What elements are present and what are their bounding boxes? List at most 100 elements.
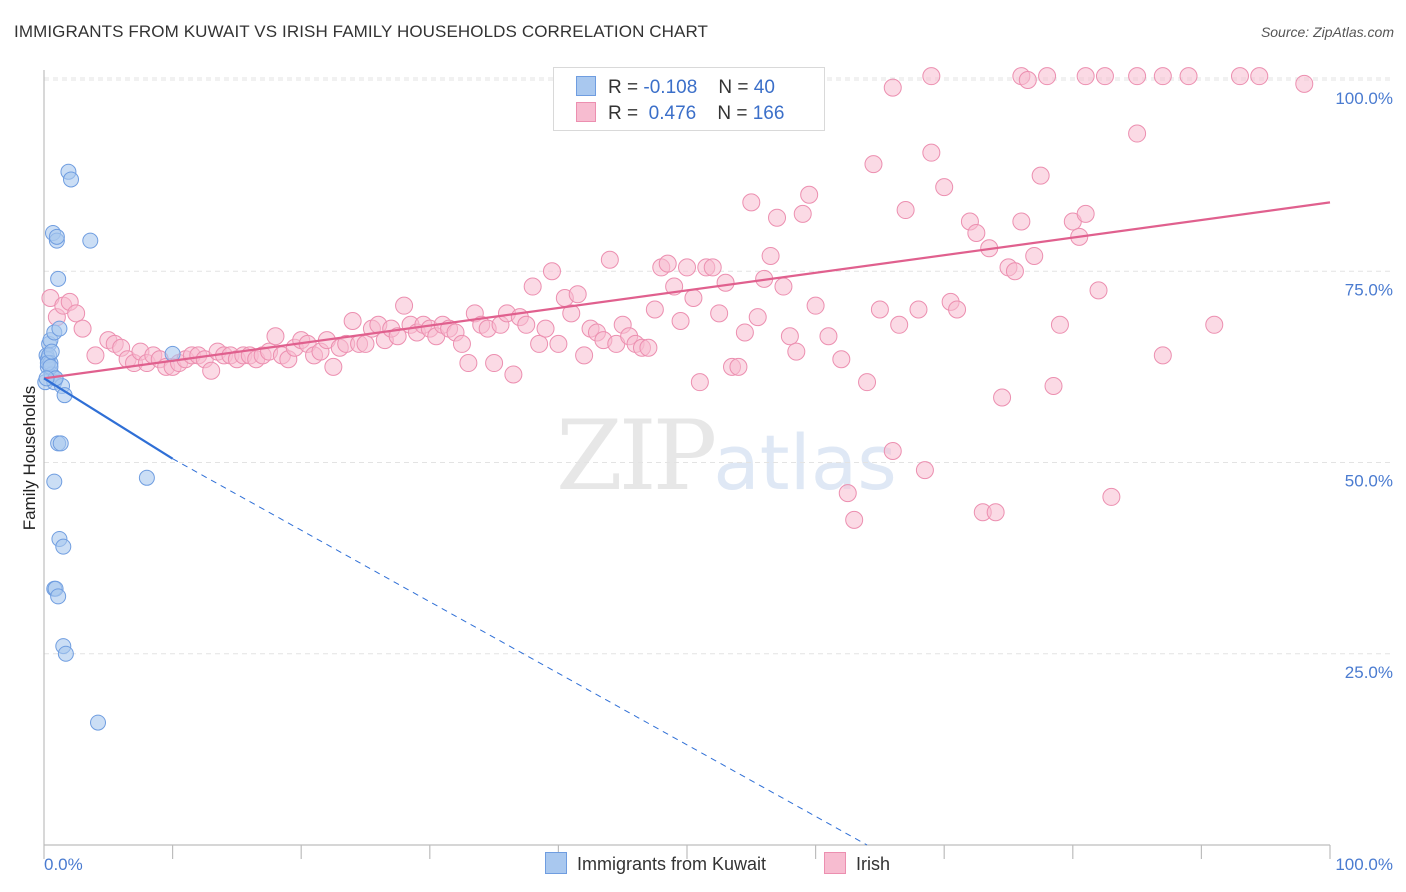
- irish-point: [575, 346, 594, 365]
- axes: [43, 70, 1331, 859]
- kuwait-point: [82, 232, 99, 249]
- irish-point: [639, 338, 658, 357]
- irish-point: [883, 442, 902, 461]
- irish-swatch: [576, 102, 596, 122]
- irish-point: [202, 361, 221, 380]
- irish-point: [716, 273, 735, 292]
- irish-point: [690, 373, 709, 392]
- legend-r-value-kuwait: -0.108: [643, 77, 698, 98]
- irish-point: [645, 300, 664, 319]
- irish-point: [922, 143, 941, 162]
- kuwait-point: [48, 228, 65, 245]
- kuwait-trend-line: [43, 377, 174, 460]
- irish-point: [395, 296, 414, 315]
- irish-point: [1018, 71, 1037, 89]
- irish-point: [266, 327, 285, 346]
- irish-point: [870, 300, 889, 319]
- irish-point: [356, 334, 375, 353]
- irish-point: [1205, 315, 1224, 334]
- irish-point: [1230, 67, 1249, 86]
- irish-point: [452, 334, 471, 353]
- irish-point: [883, 78, 902, 97]
- irish-point: [768, 208, 787, 227]
- irish-point: [343, 311, 362, 330]
- irish-point: [568, 285, 587, 304]
- legend-label-kuwait: Immigrants from Kuwait: [577, 854, 767, 874]
- kuwait-swatch: [545, 852, 567, 874]
- irish-point: [1095, 67, 1114, 86]
- x-tick-label: 100.0%: [1335, 855, 1393, 874]
- irish-point: [819, 327, 838, 346]
- kuwait-point: [90, 714, 107, 731]
- irish-trend-line: [43, 201, 1331, 380]
- irish-point: [324, 357, 343, 376]
- irish-point: [748, 308, 767, 327]
- irish-point: [658, 254, 677, 273]
- irish-point: [935, 178, 954, 197]
- irish-point: [735, 323, 754, 342]
- kuwait-point: [52, 435, 69, 452]
- irish-point: [787, 342, 806, 361]
- irish-point: [542, 262, 561, 281]
- irish-point: [485, 354, 504, 373]
- legend-item-kuwait[interactable]: Immigrants from Kuwait: [545, 852, 766, 875]
- irish-point: [800, 185, 819, 204]
- kuwait-point: [63, 171, 80, 188]
- irish-point: [536, 319, 555, 338]
- irish-point: [890, 315, 909, 334]
- irish-point: [793, 204, 812, 223]
- legend-row-kuwait: R = -0.108 N = 40: [576, 76, 775, 100]
- y-tick-label: 50.0%: [1345, 472, 1393, 491]
- irish-point: [986, 503, 1005, 522]
- kuwait-series: [37, 163, 181, 731]
- irish-point: [1005, 262, 1024, 281]
- axis-labels: 25.0% 50.0% 75.0% 100.0% 0.0% 100.0% Family Ho…: [20, 89, 1393, 874]
- irish-point: [1250, 67, 1269, 86]
- irish-point: [1128, 124, 1147, 143]
- irish-point: [774, 277, 793, 296]
- irish-point: [780, 327, 799, 346]
- irish-point: [1128, 67, 1147, 86]
- source-attribution: Source: ZipAtlas.com: [1260, 24, 1394, 40]
- legend-item-irish[interactable]: Irish: [824, 852, 890, 875]
- y-tick-label: 25.0%: [1345, 663, 1393, 682]
- irish-point: [678, 258, 696, 277]
- irish-point: [1025, 246, 1044, 265]
- x-tick-label: 0.0%: [44, 855, 83, 874]
- irish-point: [530, 334, 549, 353]
- irish-point: [1050, 315, 1069, 334]
- irish-point: [562, 304, 581, 323]
- legend-n-value-irish: 166: [752, 103, 785, 124]
- irish-point: [388, 327, 407, 346]
- irish-point: [1102, 487, 1121, 506]
- legend-n-label: N =: [717, 103, 748, 124]
- legend-r-label: R =: [608, 103, 639, 124]
- kuwait-point: [46, 473, 63, 490]
- legend-n-label: N =: [718, 77, 749, 98]
- series-legend: Immigrants from Kuwait Irish: [0, 852, 1406, 878]
- irish-point: [1044, 377, 1063, 395]
- irish-point: [684, 289, 703, 308]
- irish-swatch: [824, 852, 846, 874]
- irish-point: [549, 334, 568, 353]
- irish-point: [948, 300, 967, 319]
- irish-point: [845, 510, 864, 529]
- kuwait-point: [50, 270, 67, 287]
- y-axis-label: Family Households: [20, 386, 39, 531]
- legend-r-label: R =: [608, 77, 639, 98]
- kuwait-point: [57, 645, 74, 662]
- irish-point: [858, 373, 877, 392]
- kuwait-point: [50, 588, 67, 605]
- irish-point: [993, 388, 1012, 407]
- irish-point: [915, 461, 934, 480]
- irish-point: [73, 319, 92, 338]
- legend-r-value-irish: 0.476: [648, 103, 697, 124]
- irish-point: [742, 193, 761, 212]
- irish-point: [1153, 346, 1172, 365]
- kuwait-swatch: [576, 76, 596, 96]
- y-tick-label: 75.0%: [1345, 280, 1393, 299]
- irish-point: [86, 346, 105, 365]
- irish-point: [1038, 67, 1057, 86]
- irish-series: [41, 67, 1314, 529]
- trend-lines: [43, 201, 1331, 846]
